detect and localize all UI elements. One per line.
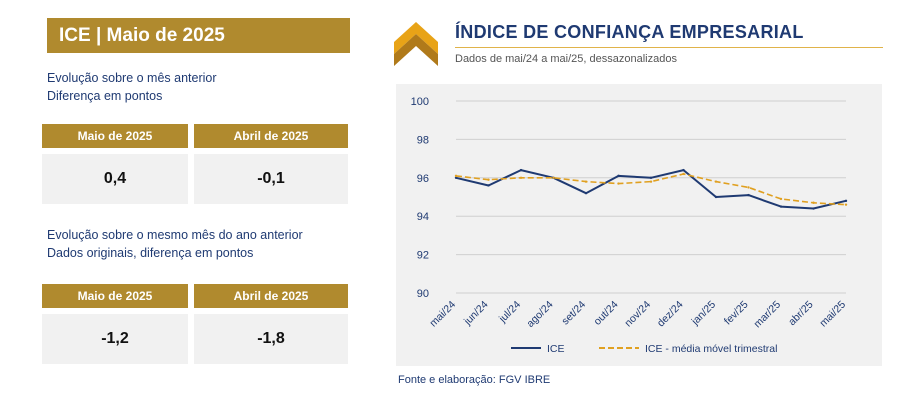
data-point xyxy=(714,195,718,199)
data-point xyxy=(519,168,523,172)
data-point xyxy=(454,174,458,178)
data-point xyxy=(617,174,620,178)
x-tick-label: dez/24 xyxy=(655,299,686,330)
legend-label-1: ICE - média móvel trimestral xyxy=(645,343,777,355)
section1-line2: Diferença em pontos xyxy=(47,89,163,103)
y-tick-label: 98 xyxy=(417,134,429,146)
x-tick-label: abr/25 xyxy=(786,299,816,329)
x-tick-label: set/24 xyxy=(559,299,588,328)
section2-header-may: Maio de 2025 xyxy=(42,284,188,308)
y-tick-label: 94 xyxy=(417,211,429,223)
chart-background xyxy=(396,84,882,366)
x-tick-label: mar/25 xyxy=(752,299,784,331)
data-point xyxy=(747,186,750,189)
title-divider xyxy=(455,47,883,48)
data-point xyxy=(714,180,718,183)
data-point xyxy=(649,176,653,179)
data-point xyxy=(584,191,588,195)
section1-line1: Evolução sobre o mês anterior xyxy=(47,71,217,85)
x-tick-label: mai/25 xyxy=(817,299,848,330)
chart-title: ÍNDICE DE CONFIANÇA EMPRESARIAL xyxy=(455,22,804,42)
data-point xyxy=(844,199,848,203)
data-point xyxy=(649,180,653,183)
section2-caption: Evolução sobre o mesmo mês do ano anteri… xyxy=(47,226,303,262)
data-point xyxy=(584,180,588,183)
data-point xyxy=(519,176,523,179)
x-tick-label: jan/25 xyxy=(689,299,719,329)
data-point xyxy=(487,184,490,187)
section2-line1: Evolução sobre o mesmo mês do ano anteri… xyxy=(47,228,303,242)
section1-caption: Evolução sobre o mês anterior Diferença … xyxy=(47,69,217,105)
legend-label-0: ICE xyxy=(547,343,565,355)
data-point xyxy=(682,168,685,172)
data-point xyxy=(844,203,848,206)
data-point xyxy=(454,176,458,179)
section1-value-may: 0,4 xyxy=(42,154,188,204)
y-tick-label: 96 xyxy=(417,173,429,185)
data-point xyxy=(812,207,815,210)
data-point xyxy=(552,176,555,179)
section2-value-may: -1,2 xyxy=(42,314,188,364)
chevron-logo-icon xyxy=(394,22,438,66)
x-tick-label: fev/25 xyxy=(722,299,751,328)
data-point xyxy=(747,193,750,197)
section1-header-april: Abril de 2025 xyxy=(194,124,348,148)
section1-header-may: Maio de 2025 xyxy=(42,124,188,148)
section2-line2: Dados originais, diferença em pontos xyxy=(47,246,254,260)
x-tick-label: ago/24 xyxy=(524,299,555,330)
y-tick-label: 90 xyxy=(417,288,429,300)
y-tick-label: 92 xyxy=(417,250,429,262)
series-line-0 xyxy=(455,169,847,210)
section1-value-april: -0,1 xyxy=(194,154,348,204)
x-tick-label: jun/24 xyxy=(461,299,491,329)
source-note: Fonte e elaboração: FGV IBRE xyxy=(398,374,551,386)
data-point xyxy=(682,172,685,176)
y-tick-label: 100 xyxy=(411,96,429,108)
x-tick-label: mai/24 xyxy=(427,299,458,330)
section2-value-april: -1,8 xyxy=(194,314,348,364)
data-point xyxy=(617,182,620,185)
chart-subtitle: Dados de mai/24 a mai/25, dessazonalizad… xyxy=(455,53,677,65)
x-tick-label: jul/24 xyxy=(496,299,523,326)
data-point xyxy=(812,201,815,204)
data-point xyxy=(487,178,490,181)
x-tick-label: out/24 xyxy=(591,299,620,328)
page-title: ICE | Maio de 2025 xyxy=(47,18,350,53)
section2-header-april: Abril de 2025 xyxy=(194,284,348,308)
data-point xyxy=(779,197,783,201)
data-point xyxy=(779,205,783,208)
x-tick-label: nov/24 xyxy=(622,299,653,330)
